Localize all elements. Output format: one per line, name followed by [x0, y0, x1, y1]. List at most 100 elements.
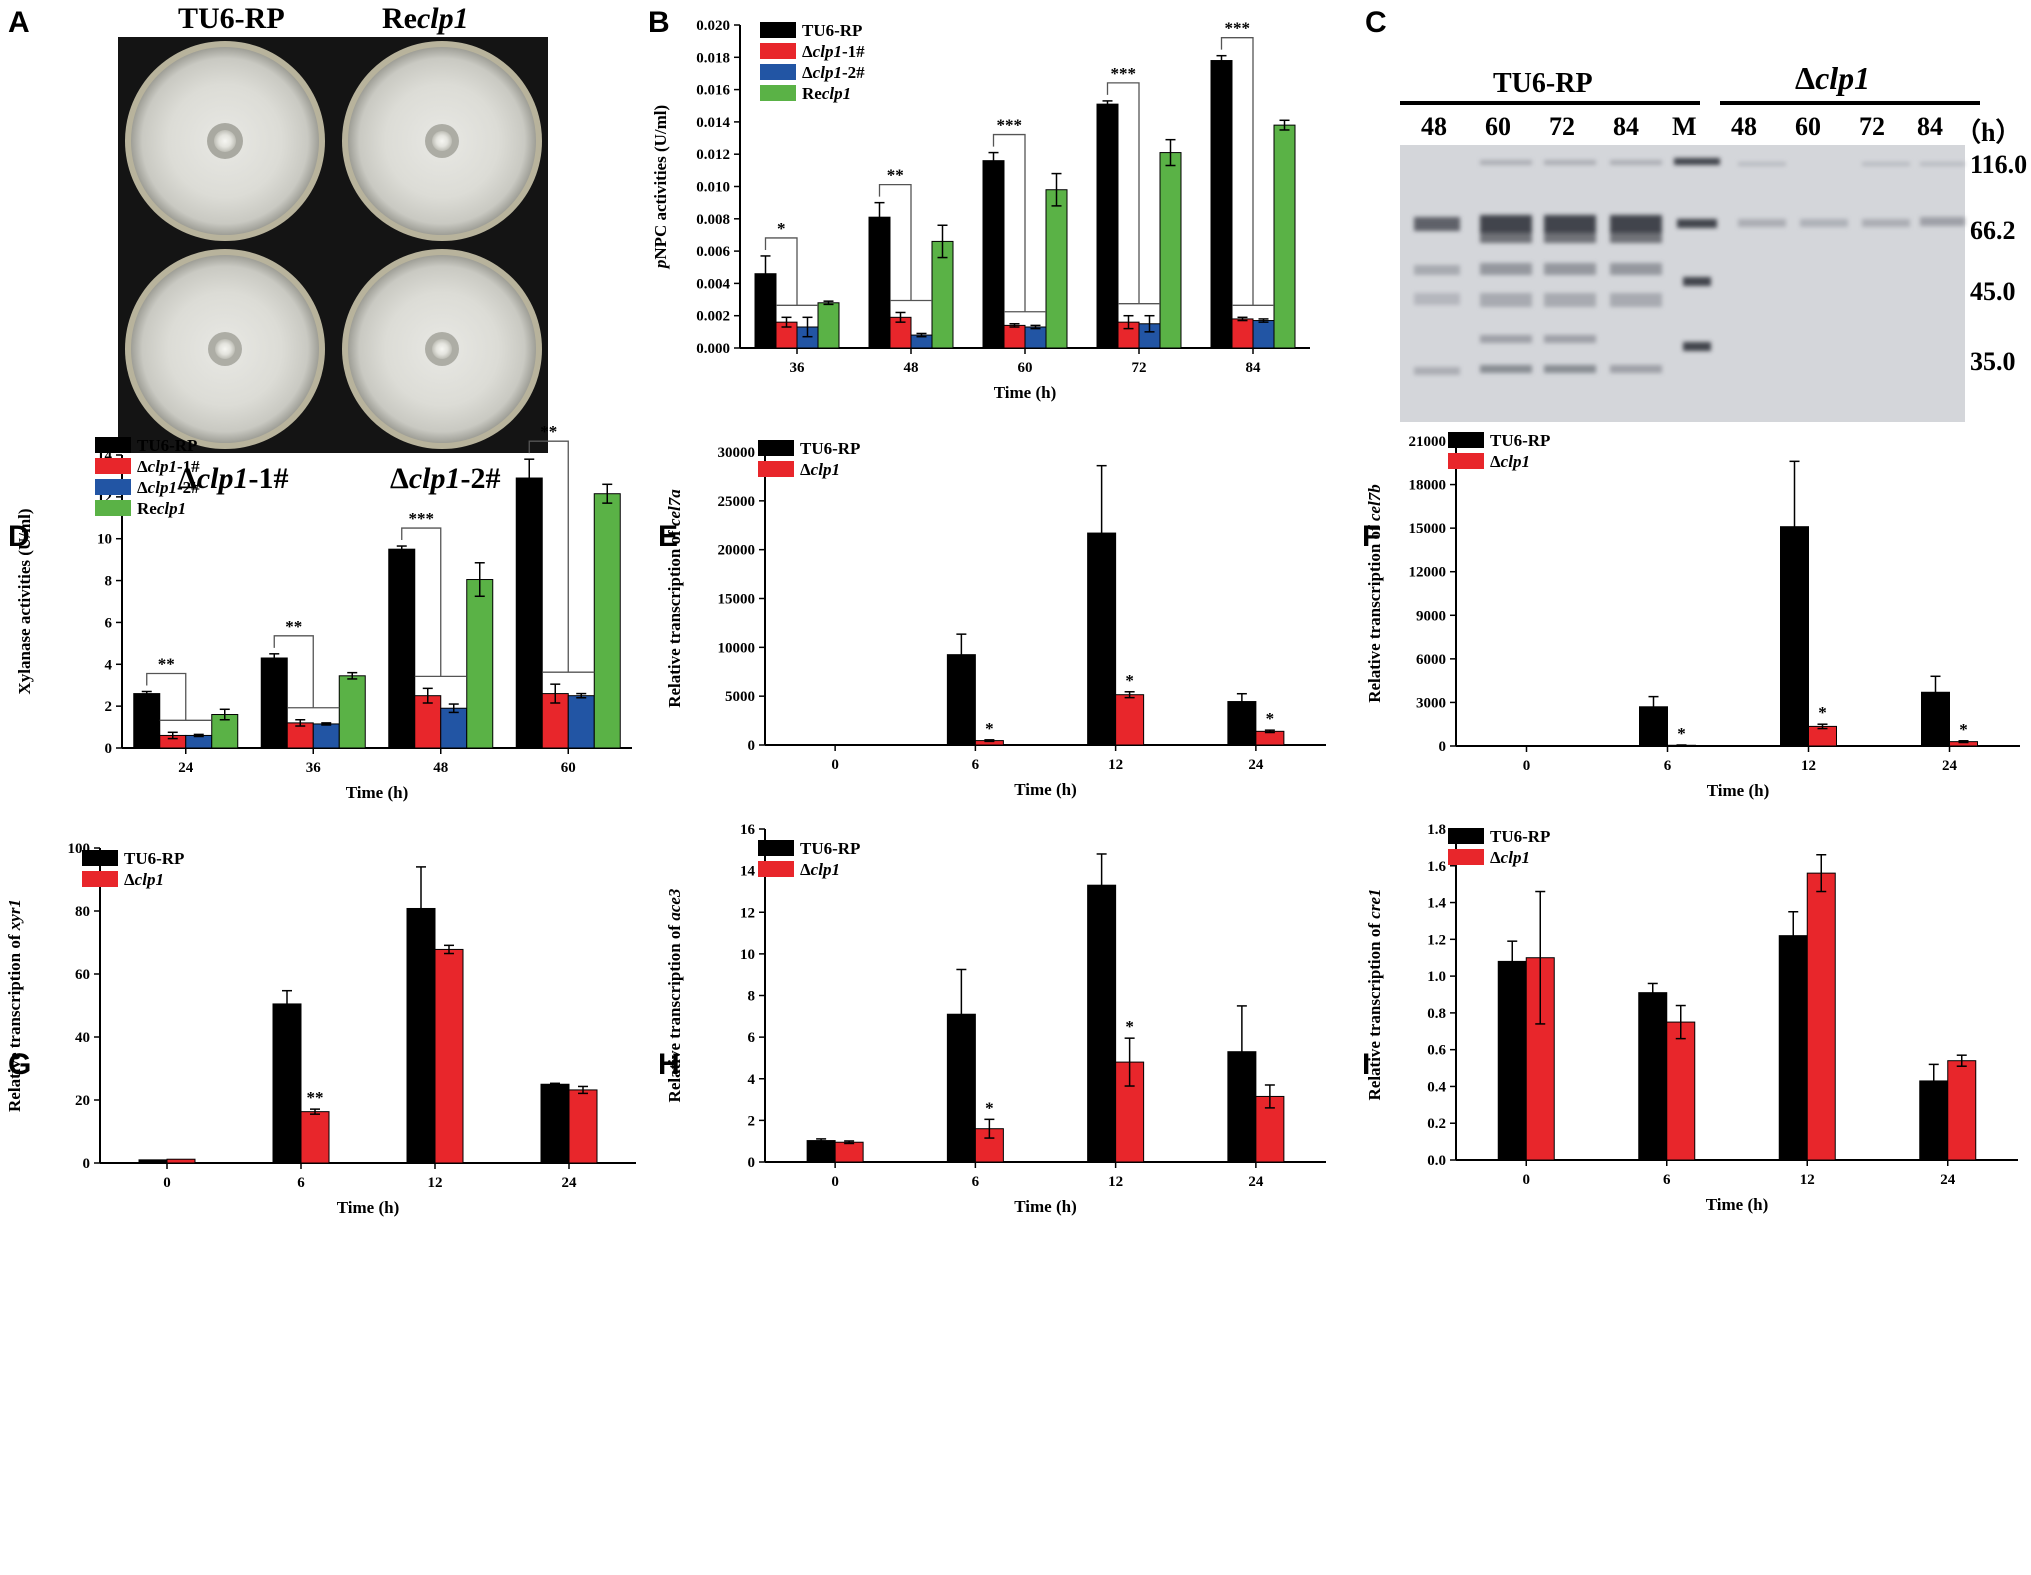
x-tick-label: 24: [1942, 758, 1958, 774]
plate-photo: [118, 37, 548, 453]
significance-bracket: [764, 237, 798, 306]
bar: [1024, 326, 1047, 349]
significance-mark: *: [985, 1098, 994, 1117]
legend-swatch: [95, 437, 131, 453]
legend-swatch: [758, 861, 794, 877]
x-tick-label: 24: [1248, 757, 1264, 773]
gel-group-tu6rp: TU6-RP: [1493, 68, 1593, 99]
bar: [593, 493, 621, 749]
legend-label: TU6-RP: [800, 839, 860, 858]
y-tick-label: 80: [75, 904, 90, 920]
y-axis-label: Xylanase activities (U/ml): [15, 508, 34, 694]
gel-lane-label: 48: [1421, 112, 1447, 141]
significance-mark: **: [307, 1088, 324, 1107]
legend-label: Δclp1: [800, 460, 840, 479]
significance-mark: *: [1959, 720, 1968, 739]
bar: [406, 907, 436, 1164]
y-tick-label: 8: [748, 989, 756, 1005]
y-tick-label: 0.2: [1427, 1116, 1446, 1132]
x-axis-label: Time (h): [994, 383, 1057, 402]
y-tick-label: 14: [740, 864, 756, 880]
y-tick-label: 12000: [1409, 565, 1447, 581]
significance-mark: **: [887, 166, 904, 185]
y-tick-label: 6000: [1416, 652, 1446, 668]
bar: [1087, 884, 1117, 1163]
x-tick-label: 72: [1132, 360, 1147, 376]
panel-letter-b: B: [648, 6, 670, 39]
legend-swatch: [760, 64, 796, 80]
y-tick-label: 20000: [718, 543, 756, 559]
y-axis-label: pNPC activities (U/ml): [651, 105, 670, 270]
gel-marker-label: 66.2: [1970, 216, 2016, 245]
legend-swatch: [82, 871, 118, 887]
legend-label: TU6-RP: [1490, 827, 1550, 846]
bar: [1096, 103, 1119, 349]
y-tick-label: 1.8: [1427, 822, 1446, 838]
gel-time-unit: （h）: [1955, 118, 2022, 147]
legend-label: Δclp1: [124, 870, 164, 889]
panel-letter-g: G: [8, 1048, 32, 1081]
gel-lane-label: 72: [1859, 112, 1885, 141]
x-tick-label: 6: [1664, 758, 1672, 774]
y-tick-label: 6: [748, 1030, 756, 1046]
y-tick-label: 1.6: [1427, 859, 1446, 875]
y-axis-label: Relative transcription of ace3: [665, 888, 684, 1102]
y-tick-label: 0.010: [696, 180, 730, 196]
plate-label-dclp1-1: Δclp1-1#: [178, 462, 289, 495]
bar: [466, 579, 494, 749]
x-tick-label: 0: [831, 757, 839, 773]
x-tick-label: 0: [163, 1175, 171, 1191]
significance-mark: ***: [1111, 64, 1137, 83]
bar: [1808, 725, 1837, 747]
panel-letter-a: A: [8, 6, 30, 39]
legend-swatch: [758, 840, 794, 856]
bar: [817, 302, 840, 349]
bar: [1497, 960, 1527, 1161]
bar: [440, 707, 468, 749]
y-tick-label: 3000: [1416, 695, 1446, 711]
bar: [1045, 189, 1068, 349]
x-tick-label: 12: [1801, 758, 1816, 774]
bar: [388, 548, 416, 749]
x-axis-label: Time (h): [346, 783, 409, 802]
x-tick-label: 6: [1663, 1172, 1671, 1188]
chart-e: 0 5000 10000 15000 20000 25000 30000 0 6 * 12 * 24 * T…: [665, 439, 1326, 799]
y-tick-label: 12: [740, 905, 755, 921]
legend-swatch: [95, 458, 131, 474]
gel-group-line-right: [1720, 101, 1980, 105]
bar: [1003, 324, 1026, 349]
significance-bracket: [528, 440, 569, 673]
y-tick-label: 0.000: [696, 341, 730, 357]
y-tick-label: 25000: [718, 494, 756, 510]
x-tick-label: 84: [1246, 360, 1262, 376]
y-tick-label: 0.018: [696, 50, 730, 66]
y-tick-label: 0: [105, 741, 113, 757]
bar: [982, 160, 1005, 349]
plate-dclp1-1: [125, 249, 325, 449]
bar: [1231, 318, 1254, 349]
legend-label: Δclp1-1#: [802, 42, 865, 61]
x-tick-label: 12: [428, 1175, 443, 1191]
bar: [434, 948, 464, 1164]
x-tick-label: 36: [306, 760, 322, 776]
bar: [1210, 60, 1233, 349]
significance-mark: *: [1266, 709, 1275, 728]
bar: [312, 723, 340, 749]
plate-tu6rp: [125, 41, 325, 241]
gel-group-dclp1: Δclp1: [1795, 60, 1871, 96]
significance-bracket: [1220, 37, 1254, 306]
plate-label-reclp1: Reclp1: [382, 2, 469, 35]
x-axis-label: Time (h): [1014, 780, 1077, 799]
bar: [138, 1159, 168, 1164]
y-tick-label: 0.008: [696, 212, 730, 228]
significance-bracket: [146, 672, 187, 721]
y-tick-label: 0.0: [1427, 1153, 1446, 1169]
x-tick-label: 12: [1108, 1174, 1123, 1190]
y-tick-label: 5000: [725, 689, 755, 705]
panel-letter-i: I: [1362, 1048, 1371, 1081]
panel-letter-e: E: [658, 520, 679, 553]
y-tick-label: 1.4: [1427, 896, 1446, 912]
gel-lane-label: 60: [1485, 112, 1511, 141]
plate-label-dclp1-2: Δclp1-2#: [390, 462, 501, 495]
legend-swatch: [760, 85, 796, 101]
